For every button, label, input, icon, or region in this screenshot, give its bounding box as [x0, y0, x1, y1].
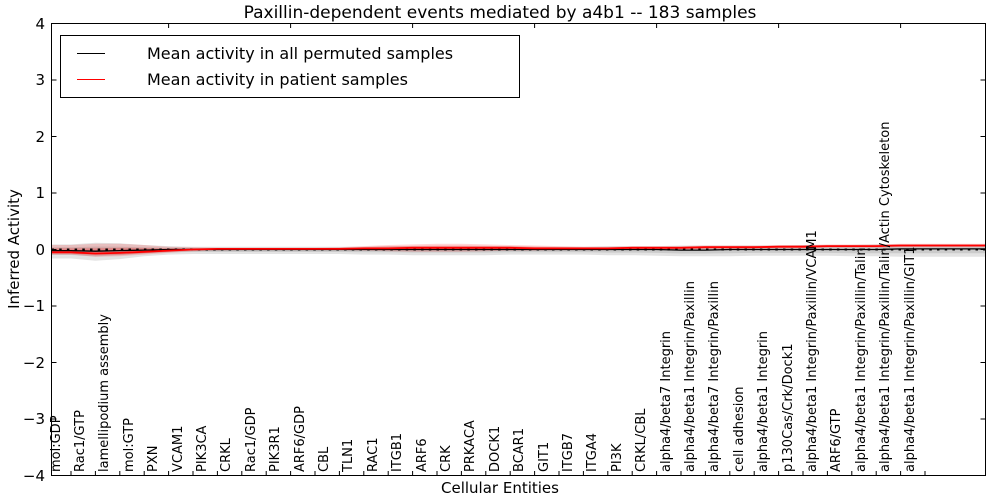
- x-tick-label: CRKL: [219, 438, 235, 472]
- y-tick-label: 0: [35, 240, 45, 259]
- x-tick-label: cell adhesion: [731, 386, 747, 472]
- y-tick-label: −4: [22, 466, 45, 485]
- x-tick-label: alpha4/beta1 Integrin/Paxillin: [682, 280, 698, 472]
- y-tick-label: −3: [22, 410, 45, 428]
- x-tick-label: mol:GTP: [121, 418, 137, 472]
- axes-frame: [51, 23, 986, 476]
- x-tick-label: RAC1: [365, 437, 381, 472]
- x-tick-label: Rac1/GDP: [243, 407, 259, 472]
- x-tick-label: VCAM1: [170, 425, 186, 472]
- x-tick-label: ARF6: [414, 438, 430, 472]
- y-tick-label: −1: [22, 297, 45, 315]
- x-tick-label: PRKACA: [463, 420, 479, 472]
- y-tick-label: 2: [35, 127, 45, 146]
- x-tick-label: lamellipodium assembly: [97, 314, 113, 472]
- x-tick-label: alpha4/beta1 Integrin/Paxillin/Talin: [853, 247, 869, 472]
- x-tick-label: ARF6/GTP: [829, 408, 845, 472]
- x-tick-label: mol:GDP: [48, 415, 64, 472]
- permuted-line-swatch: [77, 52, 105, 54]
- legend-item-patient: Mean activity in patient samples: [61, 67, 519, 93]
- x-tick-label: CBL: [316, 446, 332, 472]
- x-tick-label: Rac1/GTP: [72, 410, 88, 472]
- x-tick-label: DOCK1: [487, 425, 503, 472]
- x-tick-label: p130Cas/Crk/Dock1: [780, 343, 796, 472]
- patient-mean-line: [51, 244, 986, 255]
- x-tick-label: PIK3CA: [194, 425, 210, 472]
- y-tick-label: 4: [35, 14, 45, 33]
- x-tick-label: CRK: [438, 445, 454, 472]
- patient-line-swatch: [77, 79, 105, 81]
- x-tick-label: ITGB7: [560, 432, 576, 472]
- x-tick-label: ARF6/GDP: [292, 406, 308, 472]
- x-tick-label: alpha4/beta1 Integrin/Paxillin/Talin/Act…: [878, 121, 894, 472]
- x-tick-label: BCAR1: [512, 428, 528, 472]
- x-tick-label: alpha4/beta7 Integrin: [658, 330, 674, 472]
- chart-title: Paxillin-dependent events mediated by a4…: [243, 3, 757, 23]
- legend-label-permuted: Mean activity in all permuted samples: [147, 43, 454, 63]
- x-tick-label: GIT1: [536, 441, 552, 472]
- y-tick-label: 3: [35, 71, 45, 89]
- x-tick-label: alpha4/beta1 Integrin/Paxillin/GIT1: [902, 246, 918, 472]
- x-tick-label: alpha4/beta1 Integrin: [756, 330, 772, 472]
- x-tick-label: ITGA4: [585, 432, 601, 472]
- x-tick-label: alpha4/beta7 Integrin/Paxillin: [707, 280, 723, 472]
- x-tick-label: PXN: [146, 445, 162, 472]
- legend-label-patient: Mean activity in patient samples: [147, 70, 408, 90]
- x-tick-label: PI3K: [609, 443, 625, 472]
- legend: Mean activity in all permuted samples Me…: [60, 35, 520, 98]
- x-tick-label: TLN1: [341, 438, 357, 472]
- x-tick-label: PIK3R1: [268, 426, 284, 472]
- legend-item-permuted: Mean activity in all permuted samples: [61, 40, 519, 66]
- x-tick-label: ITGB1: [390, 432, 406, 472]
- x-tick-label: alpha4/beta1 Integrin/Paxillin/VCAM1: [804, 230, 820, 472]
- x-axis-title: Cellular Entities: [441, 479, 559, 497]
- x-tick-label: CRKL/CBL: [634, 408, 650, 473]
- y-tick-label: 1: [35, 184, 45, 202]
- y-tick-label: −2: [22, 353, 45, 372]
